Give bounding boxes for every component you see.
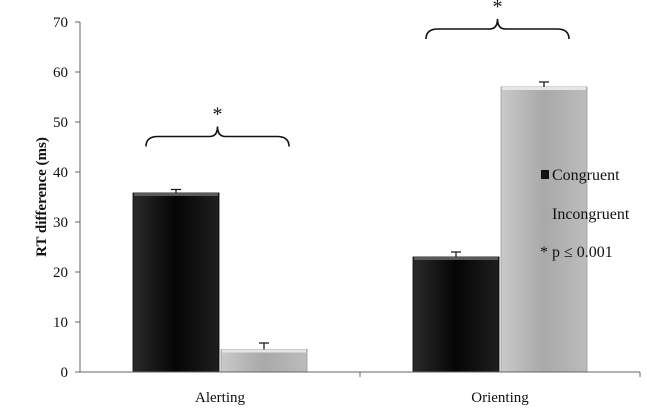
legend-swatch-congruent <box>541 170 549 179</box>
y-axis-label: RT difference (ms) <box>34 137 50 257</box>
y-tick-label: 40 <box>53 165 68 181</box>
x-tick-label: Alerting <box>195 390 245 406</box>
bar-top-highlight <box>134 193 218 196</box>
significance-star-alerting: * <box>213 104 223 126</box>
bar-top-highlight <box>222 349 306 353</box>
bar-top-highlight <box>502 87 586 90</box>
y-axis-ticks: 0 10 20 30 40 50 60 70 <box>53 15 81 381</box>
bar-incongruent-orienting <box>500 86 588 373</box>
y-tick-label: 10 <box>53 315 68 331</box>
x-axis: Alerting Orienting <box>80 371 641 406</box>
legend-label-congruent: Congruent <box>552 167 620 184</box>
significance-bracket-orienting <box>425 18 570 40</box>
legend-swatch-incongruent <box>541 209 549 218</box>
y-tick-label: 60 <box>53 65 68 81</box>
y-tick-label: 30 <box>53 215 68 231</box>
bar-congruent-alerting <box>132 192 220 373</box>
significance-star-orienting: * <box>493 0 503 18</box>
legend-label-incongruent: Incongruent <box>552 206 630 223</box>
bar-congruent-orienting <box>412 256 500 373</box>
x-tick-label: Orienting <box>471 390 529 406</box>
significance-brackets: ** <box>145 0 570 147</box>
bar-group <box>132 81 588 373</box>
significance-bracket-alerting <box>145 126 290 147</box>
significance-note: * p ≤ 0.001 <box>540 244 613 261</box>
y-tick-label: 50 <box>53 115 68 131</box>
y-tick-label: 0 <box>61 365 69 381</box>
bar-incongruent-alerting <box>220 349 308 373</box>
bar-top-highlight <box>414 257 498 260</box>
legend: Congruent Incongruent * p ≤ 0.001 <box>540 167 630 261</box>
y-tick-label: 70 <box>53 15 68 31</box>
y-tick-label: 20 <box>53 265 68 281</box>
